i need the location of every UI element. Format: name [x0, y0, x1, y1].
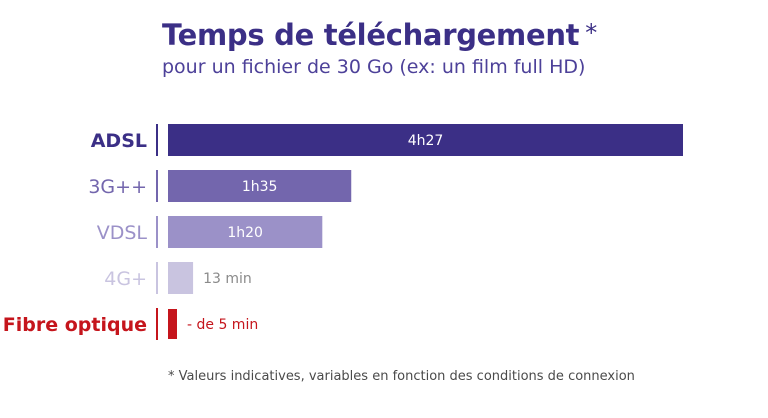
- chart-title: Temps de téléchargement *: [162, 18, 597, 52]
- data-label-4g: 13 min: [203, 271, 252, 287]
- bar-vdsl: [168, 216, 323, 248]
- category-label-adsl: ADSL: [91, 130, 147, 152]
- category-label-fibre-optique: Fibre optique: [3, 314, 147, 336]
- chart-subtitle: pour un fichier de 30 Go (ex: un film fu…: [162, 56, 586, 78]
- data-label-adsl: 4h27: [408, 133, 444, 149]
- bar-adsl: [168, 124, 683, 156]
- data-label-3g: 1h35: [242, 179, 278, 195]
- bar-4g: [168, 262, 194, 294]
- footnote: * Valeurs indicatives, variables en fonc…: [168, 369, 635, 384]
- category-label-4g: 4G+: [104, 268, 147, 290]
- data-label-fibre-optique: - de 5 min: [187, 317, 258, 333]
- chart-title-text: Temps de téléchargement: [162, 18, 580, 52]
- data-label-vdsl: 1h20: [227, 225, 263, 241]
- bar-3g: [168, 170, 352, 202]
- bar-fibre-optique: [168, 309, 177, 339]
- category-label-vdsl: VDSL: [97, 222, 148, 244]
- category-label-3g: 3G++: [88, 176, 147, 198]
- title-footnote-mark: *: [585, 19, 597, 47]
